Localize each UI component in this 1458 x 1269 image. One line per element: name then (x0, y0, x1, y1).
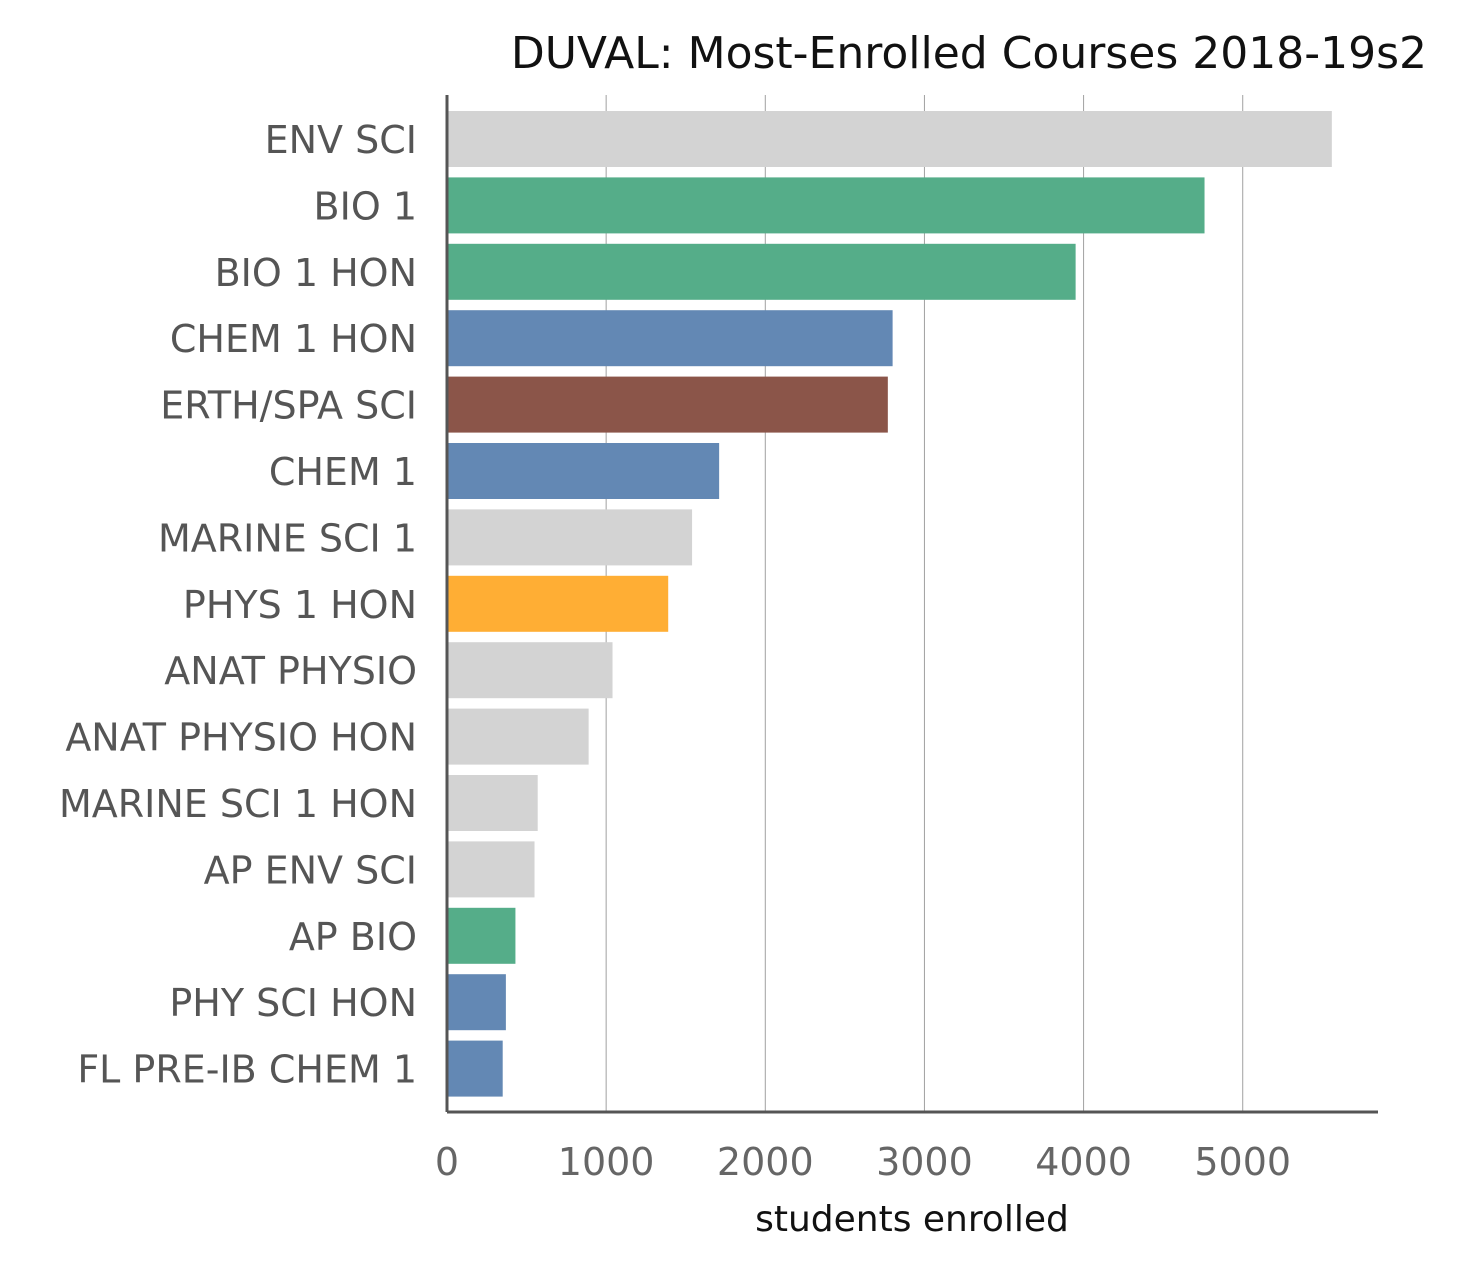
category-label: ANAT PHYSIO HON (65, 716, 417, 760)
bar (447, 708, 589, 765)
category-label: MARINE SCI 1 (158, 516, 417, 560)
bar (447, 376, 888, 433)
bar (447, 243, 1076, 300)
bar (447, 841, 535, 898)
x-tick-label: 1000 (558, 1140, 655, 1184)
x-tick-label: 3000 (876, 1140, 973, 1184)
category-label: PHY SCI HON (169, 981, 417, 1025)
category-label: CHEM 1 HON (170, 317, 417, 361)
x-tick-label: 5000 (1194, 1140, 1291, 1184)
x-tick-labels: 0 1000 2000 3000 4000 5000 (435, 1140, 1291, 1184)
category-label: MARINE SCI 1 HON (59, 782, 417, 826)
bar (447, 111, 1332, 167)
category-labels: ENV SCI BIO 1 BIO 1 HON CHEM 1 HON ERTH/SPA … (59, 118, 417, 1092)
bar (447, 642, 613, 699)
category-label: ENV SCI (265, 118, 417, 162)
category-label: ERTH/SPA SCI (160, 384, 417, 428)
category-label: ANAT PHYSIO (164, 649, 417, 693)
bar (447, 310, 893, 367)
x-tick-label: 0 (435, 1140, 459, 1184)
bar (447, 443, 720, 499)
category-label: CHEM 1 (269, 450, 417, 494)
category-label: PHYS 1 HON (183, 583, 417, 627)
bar (447, 1040, 503, 1097)
chart-title: DUVAL: Most-Enrolled Courses 2018-19s2 (511, 28, 1427, 79)
bars (447, 111, 1332, 1097)
x-axis-title: students enrolled (755, 1199, 1069, 1240)
x-tick-label: 4000 (1035, 1140, 1132, 1184)
bar (447, 907, 516, 964)
category-label: FL PRE-IB CHEM 1 (77, 1048, 417, 1092)
category-label: AP BIO (289, 915, 417, 959)
category-label: AP ENV SCI (204, 848, 417, 892)
bar (447, 509, 693, 566)
category-label: BIO 1 (314, 184, 417, 228)
bar (447, 177, 1205, 234)
x-tick-label: 2000 (717, 1140, 814, 1184)
bar (447, 575, 669, 632)
bar (447, 974, 506, 1031)
category-label: BIO 1 HON (215, 251, 417, 295)
bar (447, 775, 538, 831)
